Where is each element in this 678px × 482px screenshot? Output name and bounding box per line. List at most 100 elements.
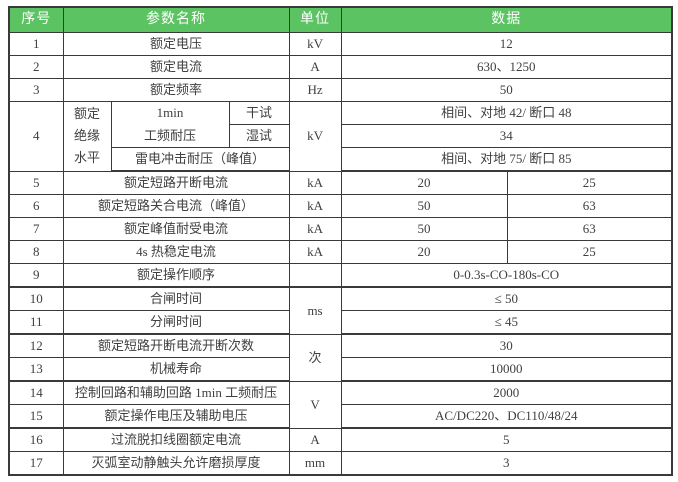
cell-serial: 10 (8, 286, 64, 311)
cell-serial: 4 (8, 101, 64, 172)
cell-data-wet: 34 (340, 124, 673, 148)
cell-unit: kA (288, 217, 342, 241)
cell-parameter: 4s 热稳定电流 (62, 240, 290, 264)
table-row-17: 17 灭弧室动静触头允许磨损厚度 mm 3 (8, 451, 673, 476)
cell-serial: 6 (8, 194, 64, 218)
table-row-13: 13 机械寿命 10000 (8, 357, 673, 382)
cell-parameter: 灭弧室动静触头允许磨损厚度 (62, 451, 290, 476)
cell-parameter: 额定电流 (62, 55, 290, 79)
cell-unit: A (288, 427, 342, 452)
table-row-7: 7 额定峰值耐受电流 kA 50 63 (8, 217, 673, 241)
cell-unit: kA (288, 194, 342, 218)
cell-parameter: 额定操作电压及辅助电压 (62, 404, 290, 429)
header-col-unit: 单位 (288, 6, 342, 33)
cell-unit: A (288, 55, 342, 79)
cell-data: 2000 (340, 380, 673, 405)
table-row-5: 5 额定短路开断电流 kA 20 25 (8, 170, 673, 195)
cell-serial: 17 (8, 451, 64, 476)
cell-data: 5 (340, 427, 673, 452)
cell-data-dry: 相间、对地 42/ 断口 48 (340, 101, 673, 125)
cell-serial: 1 (8, 32, 64, 56)
cell-parameter: 额定短路开断电流开断次数 (62, 333, 290, 358)
cell-unit: kV (288, 101, 342, 172)
cell-serial: 3 (8, 78, 64, 102)
cell-data: 630、1250 (340, 55, 673, 79)
cell-data: 30 (340, 333, 673, 358)
cell-serial: 2 (8, 55, 64, 79)
table-row-6: 6 额定短路关合电流（峰值） kA 50 63 (8, 194, 673, 218)
cell-unit: Hz (288, 78, 342, 102)
cell-data-right: 63 (506, 194, 673, 218)
table-row-8: 8 4s 热稳定电流 kA 20 25 (8, 240, 673, 264)
cell-dry-test-label: 干试 (228, 101, 290, 125)
cell-data: 50 (340, 78, 673, 102)
cell-data-left: 20 (340, 240, 508, 264)
table-row-4c: 雷电冲击耐压（峰值） 相间、对地 75/ 断口 85 (9, 147, 673, 172)
cell-data-lightning: 相间、对地 75/ 断口 85 (340, 147, 673, 172)
table-row-15: 15 额定操作电压及辅助电压 AC/DC220、DC110/48/24 (8, 404, 673, 429)
cell-serial: 5 (8, 170, 64, 195)
cell-lightning-impulse-label: 雷电冲击耐压（峰值） (110, 147, 290, 172)
table-row-3: 3 额定频率 Hz 50 (8, 78, 673, 102)
cell-data: 12 (340, 32, 673, 56)
cell-parameter: 过流脱扣线圈额定电流 (62, 427, 290, 452)
cell-serial: 9 (8, 263, 64, 288)
header-col-parameter: 参数名称 (62, 6, 290, 33)
cell-data: 3 (340, 451, 673, 476)
cell-data: ≤ 50 (340, 286, 673, 311)
cell-serial: 16 (8, 427, 64, 452)
cell-unit: mm (288, 451, 342, 476)
cell-parameter: 合闸时间 (62, 286, 290, 311)
cell-serial: 12 (8, 333, 64, 358)
cell-unit-times: 次 (288, 333, 342, 382)
cell-parameter: 额定短路开断电流 (62, 170, 290, 195)
table-row-1: 1 额定电压 kV 12 (8, 32, 673, 56)
cell-data: AC/DC220、DC110/48/24 (340, 404, 673, 429)
cell-data-right: 63 (506, 217, 673, 241)
header-row: 序号 参数名称 单位 数据 (8, 6, 673, 33)
cell-parameter: 额定峰值耐受电流 (62, 217, 290, 241)
cell-parameter: 额定操作顺序 (62, 263, 290, 288)
header-col-serial: 序号 (8, 6, 64, 33)
cell-data: 10000 (340, 357, 673, 382)
cell-serial: 8 (8, 240, 64, 264)
cell-unit-ms: ms (288, 286, 342, 335)
cell-power-frequency-label: 1min 工频耐压 (110, 101, 230, 148)
cell-wet-test-label: 湿试 (228, 124, 290, 148)
cell-data-left: 50 (340, 217, 508, 241)
cell-serial: 7 (8, 217, 64, 241)
cell-data-left: 20 (340, 170, 508, 195)
table-row-9: 9 额定操作顺序 0-0.3s-CO-180s-CO (8, 263, 673, 288)
cell-parameter: 额定电压 (62, 32, 290, 56)
cell-serial: 15 (8, 404, 64, 429)
table-row-11: 11 分闸时间 ≤ 45 (8, 310, 673, 335)
cell-parameter: 额定频率 (62, 78, 290, 102)
spec-table: 序号 参数名称 单位 数据 1 额定电压 kV 12 2 额定电流 A 630、… (8, 6, 674, 476)
header-col-data: 数据 (340, 6, 673, 33)
cell-data: ≤ 45 (340, 310, 673, 335)
cell-data-right: 25 (506, 170, 673, 195)
cell-data-right: 25 (506, 240, 673, 264)
cell-serial: 13 (8, 357, 64, 382)
cell-unit (288, 263, 342, 288)
cell-data: 0-0.3s-CO-180s-CO (340, 263, 673, 288)
table-row-10: 10 合闸时间 ms ≤ 50 (8, 286, 673, 335)
cell-serial: 14 (8, 380, 64, 405)
table-row-4a: 4 额定 绝缘 水平 1min 工频耐压 干试 kV 相间、对地 42/ 断口 … (8, 101, 673, 172)
cell-parameter: 控制回路和辅助回路 1min 工频耐压 (62, 380, 290, 405)
cell-unit: kA (288, 240, 342, 264)
table-row-4b: 湿试 34 (9, 124, 673, 148)
cell-insulation-level-label: 额定 绝缘 水平 (62, 101, 112, 172)
table-row-12: 12 额定短路开断电流开断次数 次 30 (8, 333, 673, 382)
table-row-14: 14 控制回路和辅助回路 1min 工频耐压 V 2000 (8, 380, 673, 429)
cell-unit-volt: V (288, 380, 342, 429)
cell-unit: kA (288, 170, 342, 195)
cell-serial: 11 (8, 310, 64, 335)
cell-unit: kV (288, 32, 342, 56)
cell-data-left: 50 (340, 194, 508, 218)
cell-parameter: 分闸时间 (62, 310, 290, 335)
table-row-16: 16 过流脱扣线圈额定电流 A 5 (8, 427, 673, 452)
cell-parameter: 额定短路关合电流（峰值） (62, 194, 290, 218)
cell-parameter: 机械寿命 (62, 357, 290, 382)
